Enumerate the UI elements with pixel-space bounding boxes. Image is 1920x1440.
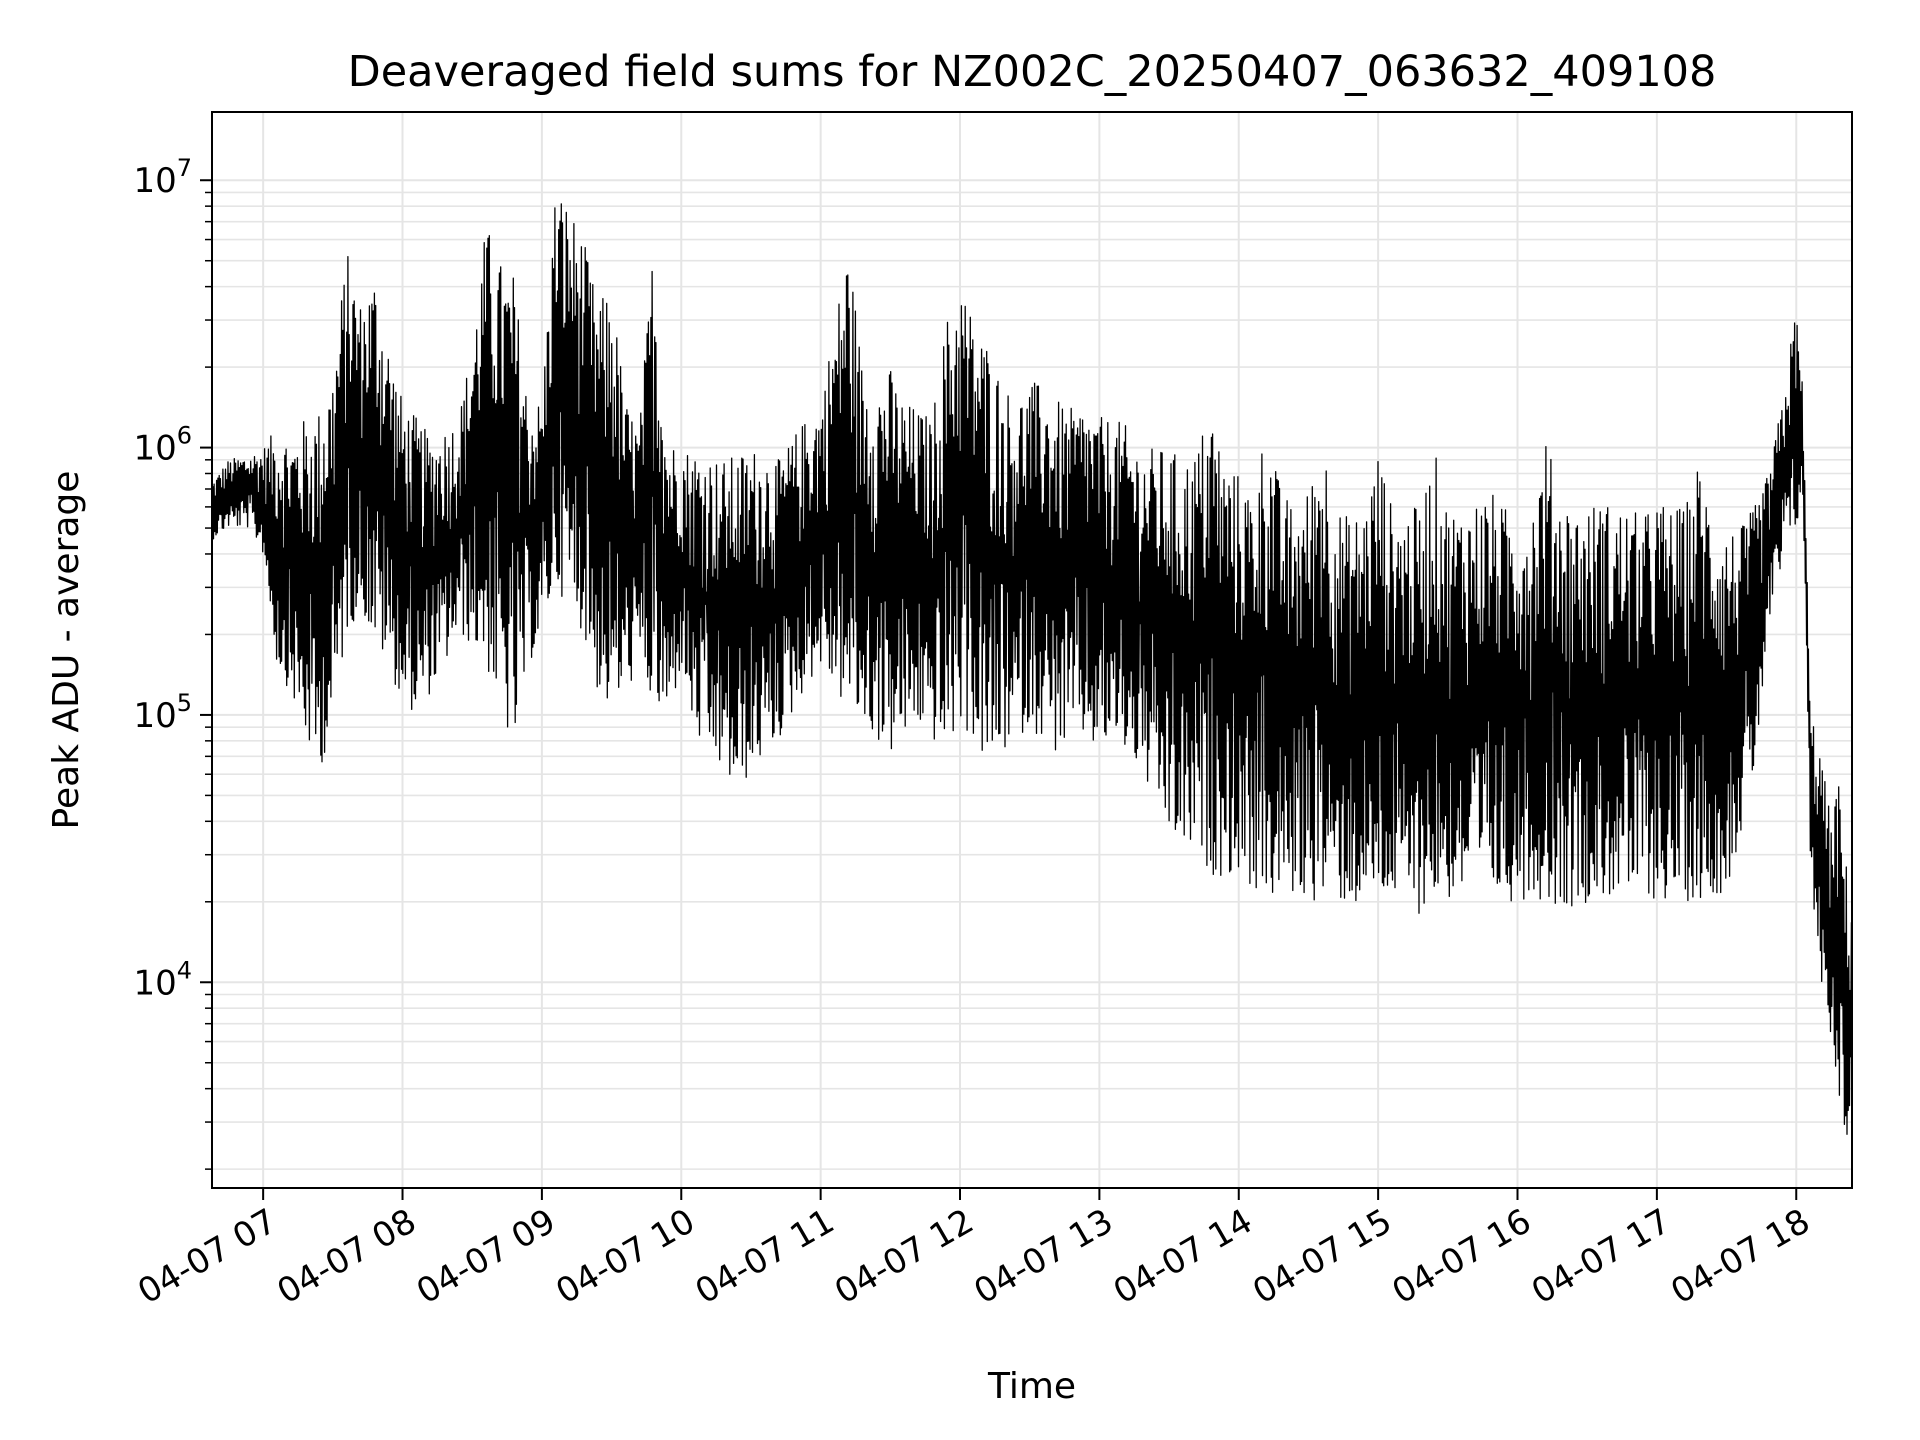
y-axis-label: Peak ADU - average [46, 471, 87, 830]
y-tick-label: 107 [133, 154, 192, 201]
y-tick-label: 105 [133, 689, 192, 736]
y-axis: 104 105 106 107 [133, 154, 212, 1170]
chart-title: Deaveraged field sums for NZ002C_2025040… [348, 47, 1717, 97]
plot-frame [211, 111, 1853, 1189]
data-series [210, 203, 1853, 1135]
y-tick-label: 104 [133, 956, 192, 1003]
y-tick-label: 106 [133, 422, 192, 469]
x-axis-label: Time [987, 1366, 1076, 1407]
series-line [210, 203, 1853, 1135]
